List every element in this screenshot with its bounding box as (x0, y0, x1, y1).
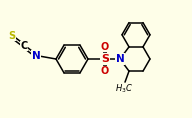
Text: S: S (101, 54, 109, 64)
Text: N: N (116, 54, 124, 64)
Text: S: S (8, 31, 16, 41)
Text: N: N (32, 51, 40, 61)
Text: $H_3C$: $H_3C$ (115, 83, 133, 95)
Text: N: N (116, 54, 124, 64)
Text: O: O (101, 66, 109, 76)
Text: C: C (20, 41, 28, 51)
Text: O: O (101, 42, 109, 52)
